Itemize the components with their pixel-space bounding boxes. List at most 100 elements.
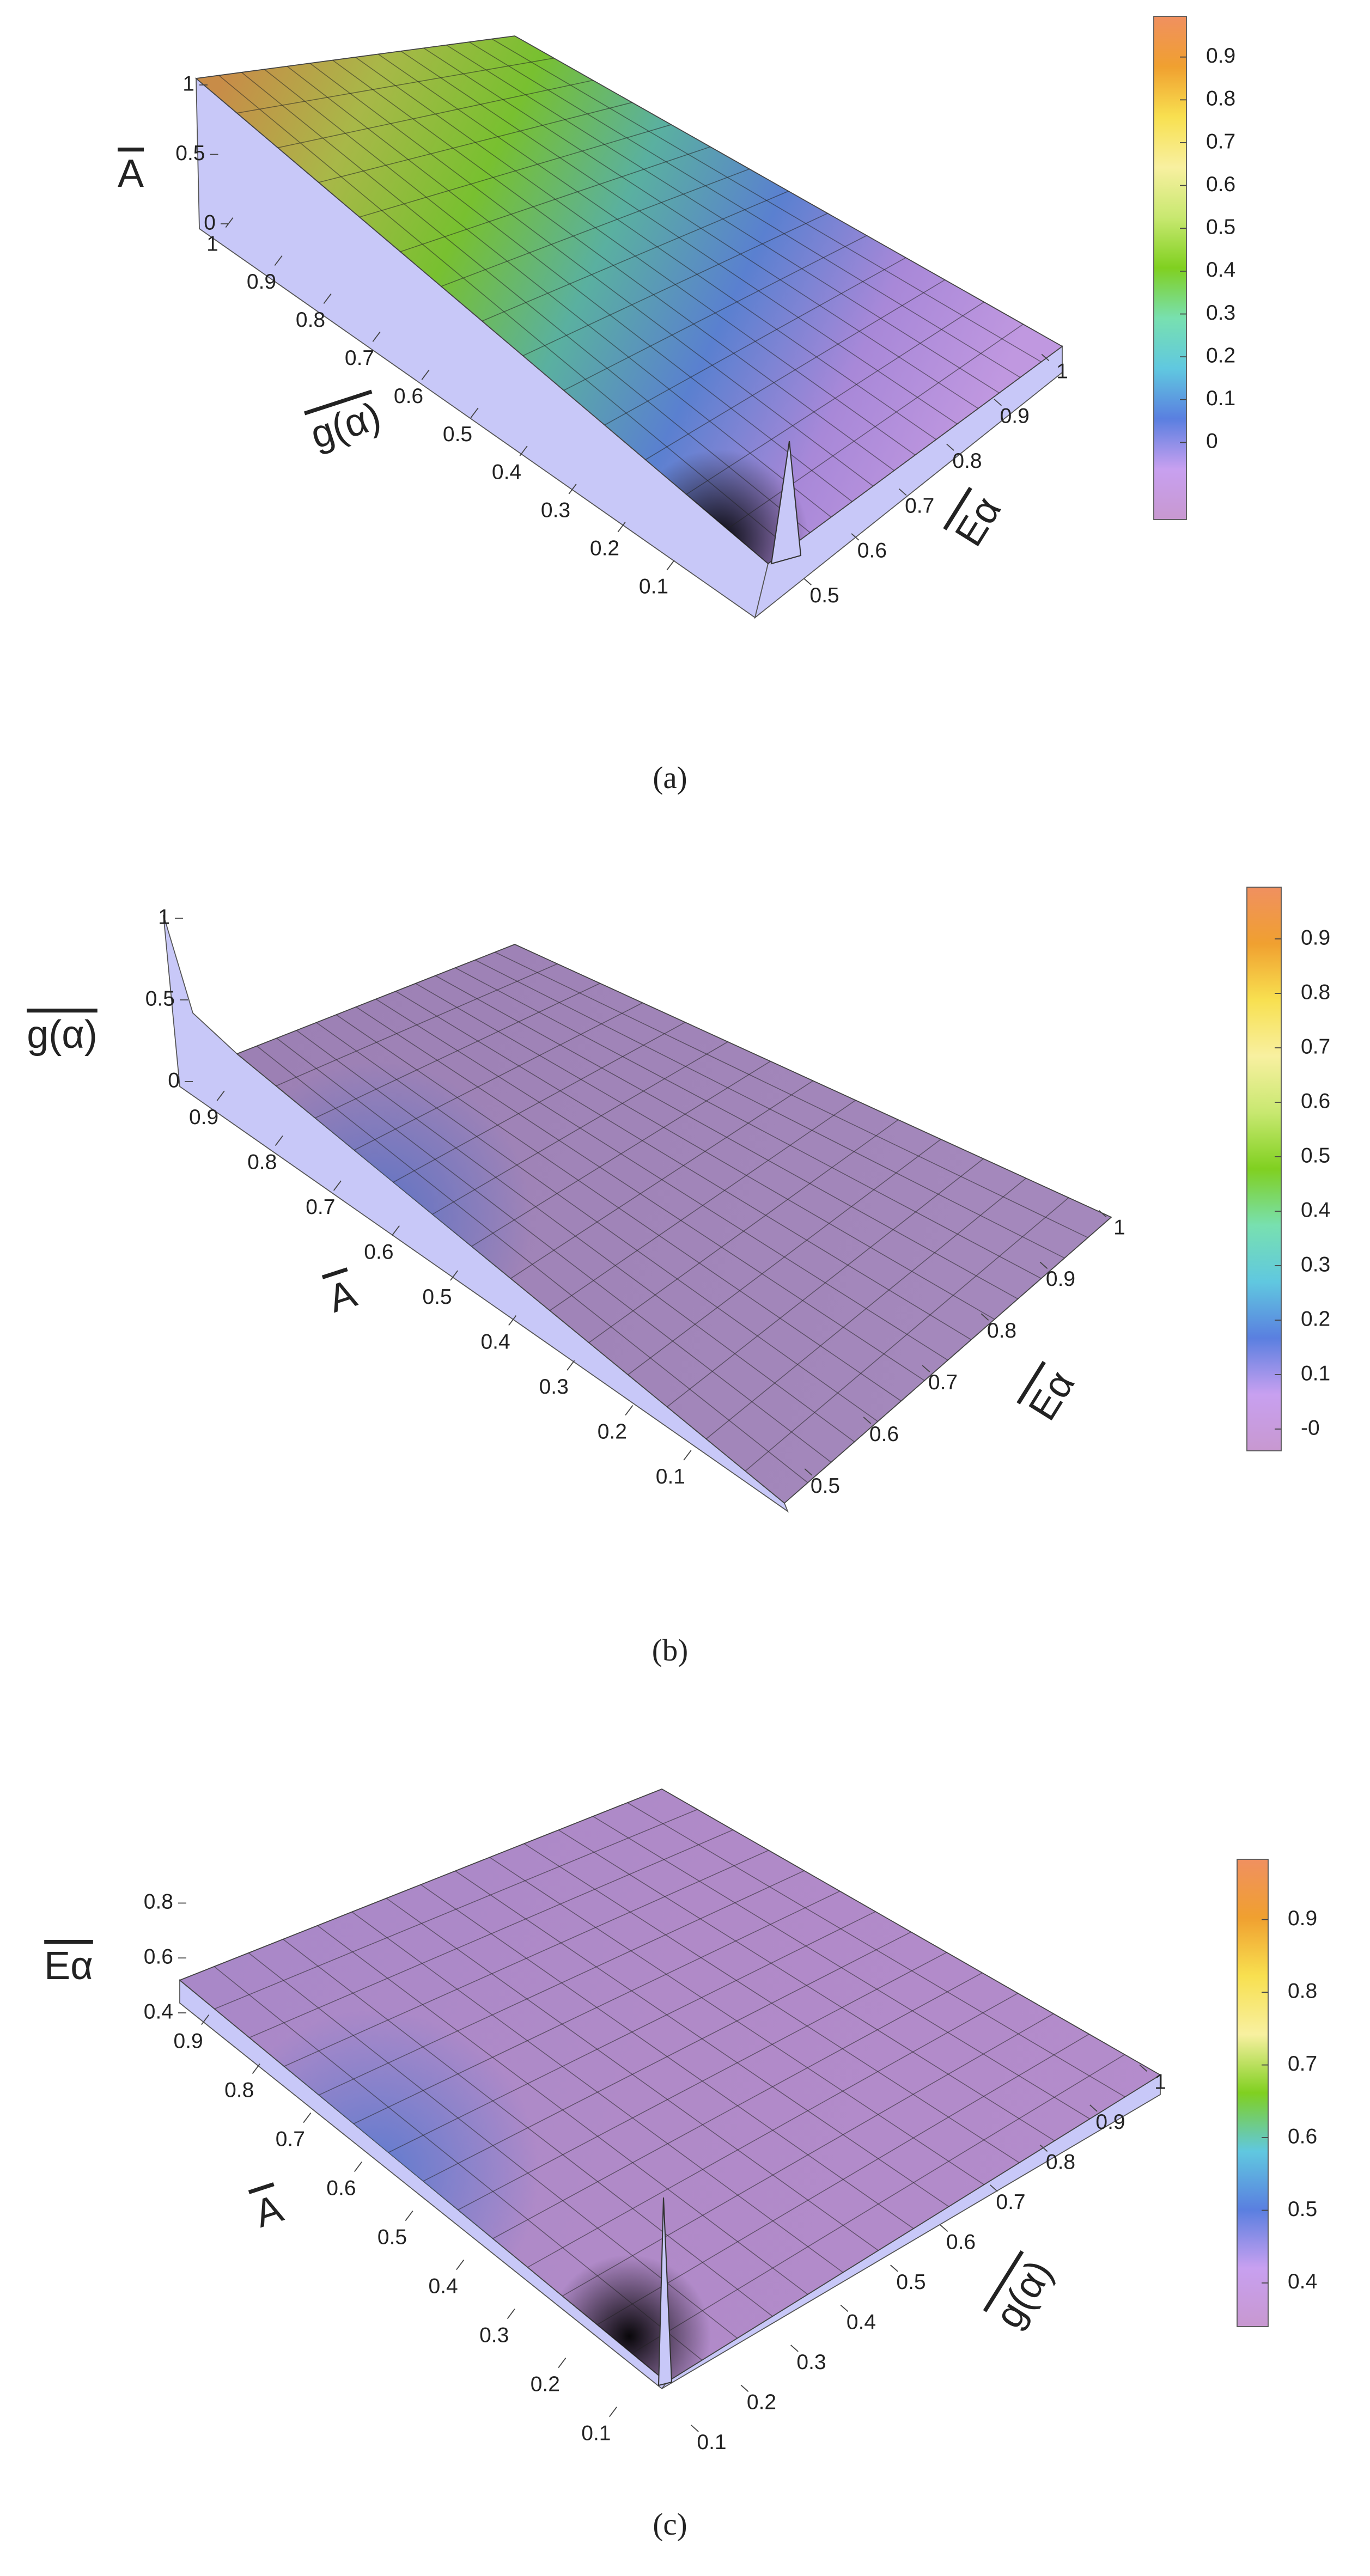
y-tick [275,1136,283,1146]
x-axis-label: Eα [947,489,1009,553]
y-tick-label: 0.7 [345,346,374,370]
mesh-line [377,53,937,440]
colorbar-tick-label: 0 [1206,430,1218,453]
z-tick-label: 1 [182,72,194,95]
mesh-line [563,235,867,391]
y-tick-label: 0.9 [174,2029,203,2053]
x-tick-label: 0.7 [996,2190,1025,2214]
surface-plot: 0.1 0.2 0.3 0.4 0.5 0.6 0.7 0.8 0.9 1 g(α) 0.1 0.2 0.… [44,1788,1317,2542]
y-tick [567,1360,575,1371]
y-tick [274,255,283,266]
y-tick [405,2211,413,2221]
y-tick-label: 0.5 [443,423,472,446]
y-tick-label: 0.5 [377,2225,407,2249]
y-tick-label: 0.7 [306,1195,335,1219]
mesh-line [522,213,828,356]
y-tick-label: 0.7 [276,2127,305,2151]
colorbar [1237,1859,1269,2327]
y-tick-label: 0.6 [394,384,423,408]
colorbar-tick-label: -0 [1301,1416,1320,1439]
x-tick-label: 0.5 [896,2270,925,2294]
y-tick [507,2309,515,2319]
colorbar-tick-label: 0.1 [1206,387,1235,410]
colorbar-tick-label: 0.8 [1288,1979,1317,2003]
mesh-line [588,1119,899,1343]
mesh-line [474,960,1065,1259]
x-tick [890,2264,898,2272]
mesh-line [455,1870,949,2207]
x-tick [840,2304,849,2312]
colorbar-tick-label: 0.3 [1301,1253,1330,1276]
y-tick-label: 0.8 [247,1150,277,1174]
y-tick-label: 0.2 [598,1420,627,1443]
y-tick-label: 0.5 [422,1285,452,1309]
colorbar-tick-label: 0.9 [1288,1907,1317,1930]
colorbar-tick-label: 0.1 [1301,1362,1330,1385]
colorbar-tick-label: 0.8 [1301,980,1330,1004]
y-axis-label: g(α) [305,394,386,457]
y-tick [391,1225,400,1236]
y-axis-label: A [323,1272,361,1321]
x-tick-label: 0.8 [1046,2150,1075,2174]
colorbar-tick-label: 0.6 [1301,1089,1330,1113]
y-tick-label: 0.3 [479,2323,509,2347]
x-tick [946,443,954,451]
y-tick [216,1090,225,1101]
y-tick [608,2407,617,2418]
mesh-line [686,301,984,495]
y-tick-label: 0.2 [531,2372,560,2396]
colorbar-tick-label: 0.3 [1206,301,1235,325]
x-tick-label: 0.4 [847,2310,876,2334]
y-tick-label: 0.3 [539,1375,569,1399]
colorbar-tick-label: 0.6 [1206,173,1235,196]
mesh-line [596,2034,1089,2325]
y-tick-label: 0.6 [364,1240,393,1263]
x-tick [804,1468,813,1476]
x-tick-label: 0.1 [697,2431,726,2454]
x-tick-label: 0.8 [987,1319,1016,1342]
x-axis-label: Eα [1020,1363,1083,1427]
x-tick [851,533,860,541]
colorbar-tick-label: 0.5 [1301,1144,1330,1167]
y-tick-label: 0.8 [224,2078,254,2102]
surface-spike [657,2197,673,2386]
y-tick [252,2064,260,2074]
x-tick [1039,2144,1048,2152]
y-tick-label: 0.4 [481,1330,510,1353]
colorbar-tick-label: 0.4 [1206,258,1235,282]
mesh-line [562,2013,1054,2297]
caption: (b) [652,1633,688,1668]
z-axis-label: A [118,152,144,196]
x-tick-label: 1 [1154,2070,1166,2093]
surface-plot: 0.5 0.6 0.7 0.8 0.9 1 Eα 0.1 0.2 0.3 0.4 0.5 0.6 0.7 0… [118,16,1235,795]
y-tick-label: 0.4 [429,2274,458,2298]
mesh-line [593,1816,1090,2120]
x-tick-label: 0.6 [946,2230,976,2254]
surface-plot: 0.5 0.6 0.7 0.8 0.9 1 Eα 0.1 0.2 0.3 0.4 0.5 0.6 0.7 0… [27,887,1330,1668]
z-tick-label: 0 [204,211,216,234]
mesh-line [705,1177,1027,1439]
y-tick [323,293,332,304]
x-tick-label: 0.9 [1095,2110,1125,2134]
surface [194,35,1063,565]
x-tick [740,2384,749,2392]
mesh-line [492,1972,983,2239]
mesh-line [495,951,1088,1238]
z-axis-label: g(α) [27,1013,98,1057]
y-tick-label: 0.8 [296,308,325,332]
x-tick [922,1365,930,1372]
colorbar [1153,16,1187,520]
z-tick-label: 0 [168,1069,180,1092]
x-tick-label: 0.6 [857,539,887,563]
mesh-line [645,279,946,460]
colorbar-tick-label: 0.4 [1288,2270,1317,2293]
y-tick-label: 1 [206,232,218,255]
caption: (a) [653,761,687,795]
mesh-line [558,1829,1055,2141]
colorbar-tick-label: 0.4 [1301,1198,1330,1222]
x-tick-label: 1 [1056,359,1068,383]
mesh-line [631,2054,1125,2354]
x-tick-label: 0.5 [811,1474,840,1498]
y-tick [456,2260,465,2270]
